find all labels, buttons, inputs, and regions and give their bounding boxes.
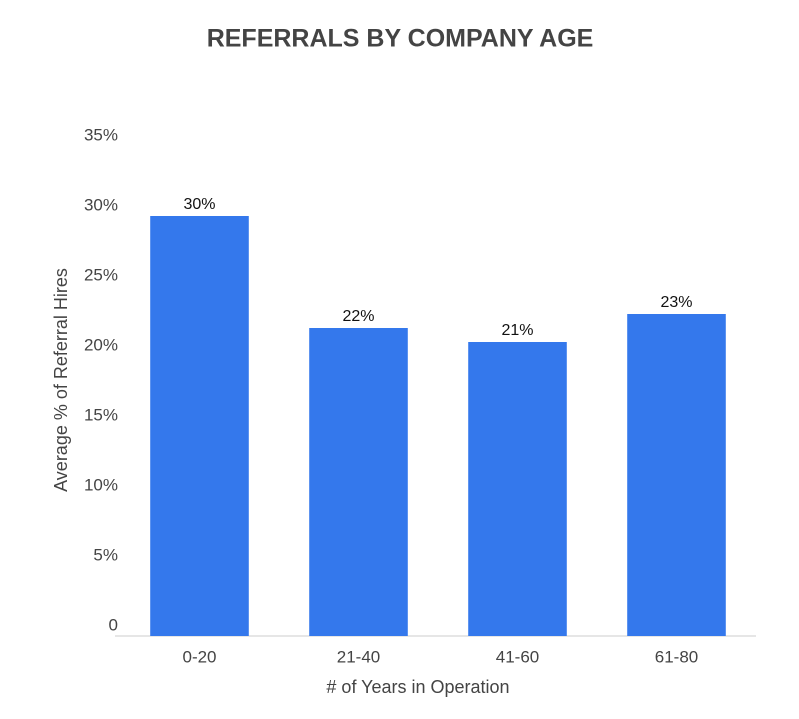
data-label: 23% [660,294,692,311]
y-tick-label: 5% [93,545,118,564]
y-tick-label: 25% [84,265,118,284]
x-tick-label: 0-20 [182,647,216,666]
y-axis-title: Average % of Referral Hires [51,268,71,492]
x-tick-label: 21-40 [337,647,380,666]
y-tick-label: 35% [84,125,118,144]
x-axis-title: # of Years in Operation [326,677,509,697]
x-tick-label: 41-60 [496,647,539,666]
chart-title: REFERRALS BY COMPANY AGE [207,25,594,53]
bar [309,328,408,636]
y-tick-label: 30% [84,195,118,214]
y-tick-label: 20% [84,335,118,354]
bar [150,216,249,636]
bar [468,342,567,636]
y-tick-label: 15% [84,405,118,424]
bar [627,314,726,636]
data-label: 30% [183,196,215,213]
y-tick-label: 0 [109,615,118,634]
data-label: 22% [342,308,374,325]
y-tick-label: 10% [84,475,118,494]
data-label: 21% [501,322,533,339]
x-tick-label: 61-80 [655,647,698,666]
